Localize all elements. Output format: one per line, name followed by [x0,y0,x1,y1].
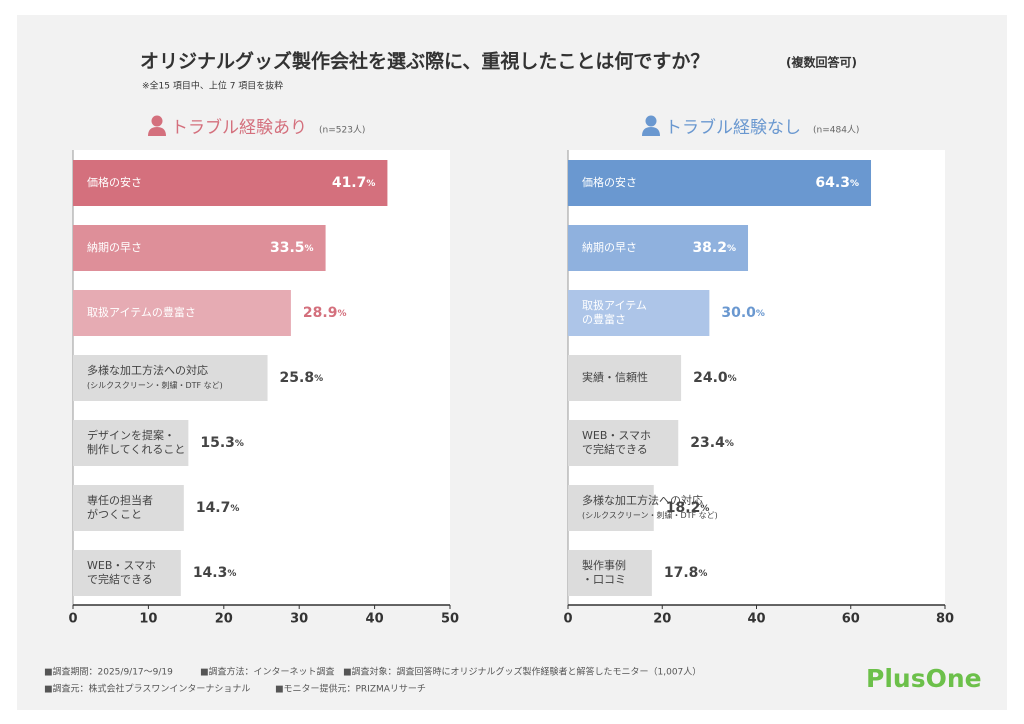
bar [568,290,710,336]
category-label: 価格の安さ [87,175,142,189]
bar [568,420,679,466]
value-label: 15.3% [200,435,244,451]
category-label: 取扱アイテムの豊富さ [87,305,196,319]
footer-item: ■調査方法：インターネット調査 [200,666,335,678]
value-label: 25.8% [280,370,324,386]
category-label: 専任の担当者がつくこと [87,493,153,521]
value-label: 17.8% [664,565,708,581]
bar [568,225,749,271]
bar [568,550,652,596]
bar [568,355,682,401]
value-label: 38.2% [692,240,736,256]
title: オリジナルグッズ製作会社を選ぶ際に、重視したことは何ですか？ [140,50,709,73]
value-label: 41.7% [332,175,376,191]
x-tick-label: 60 [842,612,860,627]
footer-item: ■調査元：株式会社プラスワンインターナショナル [44,683,250,695]
category-label: 製作事例・口コミ [582,558,626,586]
category-label: 価格の安さ [582,175,637,189]
x-tick-label: 0 [68,612,77,627]
x-tick-label: 40 [747,612,765,627]
logo: PlusOne [866,664,982,693]
x-tick-label: 0 [563,612,572,627]
person-icon [148,127,166,136]
x-tick-label: 50 [441,612,459,627]
value-label: 33.5% [270,240,314,256]
x-tick-label: 30 [290,612,308,627]
person-icon [151,115,163,127]
note: ※全15 項目中、上位 7 項目を抜粋 [142,80,283,92]
bar [73,225,326,271]
category-label: デザインを提案・制作してくれること [87,428,185,456]
value-label: 14.7% [196,500,240,516]
value-label: 24.0% [693,370,737,386]
category-label: 多様な加工方法への対応(シルクスクリーン・刺繍・DTF など) [87,363,223,390]
person-icon [645,115,657,127]
bar [73,550,181,596]
value-label: 64.3% [815,175,859,191]
bar [73,420,189,466]
footer-item: ■モニター提供元：PRIZMAリサーチ [275,683,426,695]
x-tick-label: 20 [215,612,233,627]
footer-item: ■調査対象：調査回答時にオリジナルグッズ製作経験者と解答したモニター（1,007… [343,666,701,678]
panel-title: トラブル経験なし [665,117,801,138]
value-label: 14.3% [193,565,237,581]
value-label: 28.9% [303,305,347,321]
category-label: 実績・信頼性 [582,370,648,384]
bar [73,485,184,531]
category-label: 納期の早さ [582,241,637,254]
category-label: WEB・スマホで完結できる [582,429,651,456]
person-icon [642,127,660,136]
x-tick-label: 20 [653,612,671,627]
value-label: 23.4% [690,435,734,451]
value-label: 18.2% [666,500,710,516]
value-label: 30.0% [721,305,765,321]
x-tick-label: 40 [366,612,384,627]
bar [568,160,872,206]
bar [73,290,291,336]
x-tick-label: 10 [139,612,157,627]
footer-item: ■調査期間：2025/9/17～9/19 [44,666,173,678]
x-tick-label: 80 [936,612,954,627]
category-label: WEB・スマホで完結できる [87,559,156,586]
category-label: 取扱アイテムの豊富さ [582,298,647,326]
bar [568,485,654,531]
panel-title: トラブル経験あり [171,117,307,138]
bar [73,160,388,206]
category-label: 納期の早さ [87,241,142,254]
title-note: (複数回答可) [786,55,857,70]
panel-subtitle: (n=523人) [319,125,365,136]
panel-subtitle: (n=484人) [813,125,859,136]
bar [73,355,268,401]
category-label: 多様な加工方法への対応(シルクスクリーン・刺繍・DTF など) [582,493,718,520]
